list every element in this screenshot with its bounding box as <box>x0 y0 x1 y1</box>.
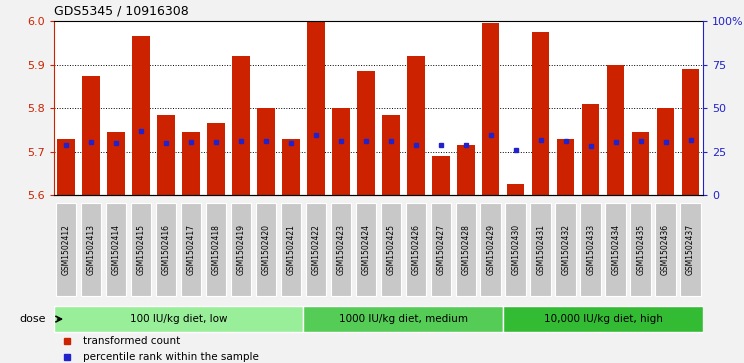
Text: GSM1502426: GSM1502426 <box>411 224 420 275</box>
Bar <box>507 184 525 195</box>
FancyBboxPatch shape <box>256 203 276 296</box>
FancyBboxPatch shape <box>280 203 301 296</box>
Bar <box>57 139 75 195</box>
FancyBboxPatch shape <box>181 203 201 296</box>
Text: GSM1502432: GSM1502432 <box>561 224 570 275</box>
FancyBboxPatch shape <box>655 203 676 296</box>
Bar <box>307 21 324 195</box>
Text: GSM1502416: GSM1502416 <box>161 224 170 275</box>
Text: 1000 IU/kg diet, medium: 1000 IU/kg diet, medium <box>339 314 468 324</box>
Bar <box>257 108 275 195</box>
FancyBboxPatch shape <box>330 203 351 296</box>
Text: GSM1502414: GSM1502414 <box>112 224 121 275</box>
Text: percentile rank within the sample: percentile rank within the sample <box>83 352 259 362</box>
Text: GSM1502436: GSM1502436 <box>661 224 670 275</box>
Text: GSM1502437: GSM1502437 <box>686 224 695 275</box>
FancyBboxPatch shape <box>680 203 701 296</box>
FancyBboxPatch shape <box>431 203 451 296</box>
Text: GSM1502430: GSM1502430 <box>511 224 520 275</box>
FancyBboxPatch shape <box>306 203 326 296</box>
Text: GSM1502424: GSM1502424 <box>362 224 371 275</box>
Text: GSM1502434: GSM1502434 <box>611 224 620 275</box>
Bar <box>182 132 199 195</box>
FancyBboxPatch shape <box>503 306 703 333</box>
Text: GSM1502431: GSM1502431 <box>536 224 545 275</box>
Bar <box>457 145 475 195</box>
Text: GSM1502429: GSM1502429 <box>487 224 496 275</box>
Bar <box>282 139 300 195</box>
Text: GSM1502427: GSM1502427 <box>436 224 445 275</box>
Text: dose: dose <box>19 314 46 324</box>
FancyBboxPatch shape <box>205 203 226 296</box>
FancyBboxPatch shape <box>356 203 376 296</box>
FancyBboxPatch shape <box>530 203 551 296</box>
Text: GSM1502418: GSM1502418 <box>211 224 220 275</box>
Bar <box>107 132 125 195</box>
FancyBboxPatch shape <box>56 203 77 296</box>
FancyBboxPatch shape <box>405 203 426 296</box>
Bar <box>582 104 600 195</box>
FancyBboxPatch shape <box>481 203 501 296</box>
Text: GSM1502433: GSM1502433 <box>586 224 595 275</box>
Bar <box>232 56 250 195</box>
Text: GSM1502422: GSM1502422 <box>312 224 321 275</box>
Bar <box>382 115 400 195</box>
Text: GDS5345 / 10916308: GDS5345 / 10916308 <box>54 4 188 17</box>
FancyBboxPatch shape <box>381 203 401 296</box>
Text: GSM1502415: GSM1502415 <box>136 224 146 275</box>
Bar <box>682 69 699 195</box>
FancyBboxPatch shape <box>131 203 151 296</box>
FancyBboxPatch shape <box>580 203 601 296</box>
Bar <box>332 108 350 195</box>
FancyBboxPatch shape <box>54 306 304 333</box>
Bar <box>482 23 499 195</box>
FancyBboxPatch shape <box>455 203 476 296</box>
Text: 100 IU/kg diet, low: 100 IU/kg diet, low <box>129 314 227 324</box>
Text: GSM1502417: GSM1502417 <box>187 224 196 275</box>
Bar <box>157 115 175 195</box>
Bar <box>357 71 374 195</box>
Bar <box>407 56 425 195</box>
FancyBboxPatch shape <box>81 203 101 296</box>
Bar <box>132 36 150 195</box>
FancyBboxPatch shape <box>304 306 503 333</box>
Bar <box>83 76 100 195</box>
FancyBboxPatch shape <box>556 203 576 296</box>
Bar <box>632 132 650 195</box>
Bar <box>557 139 574 195</box>
FancyBboxPatch shape <box>106 203 126 296</box>
Text: GSM1502425: GSM1502425 <box>386 224 395 275</box>
Text: GSM1502421: GSM1502421 <box>286 224 295 275</box>
Text: transformed count: transformed count <box>83 336 180 346</box>
Bar <box>607 65 624 195</box>
Text: GSM1502435: GSM1502435 <box>636 224 645 275</box>
Bar <box>207 123 225 195</box>
FancyBboxPatch shape <box>505 203 526 296</box>
FancyBboxPatch shape <box>155 203 176 296</box>
Text: 10,000 IU/kg diet, high: 10,000 IU/kg diet, high <box>544 314 663 324</box>
Bar <box>532 32 550 195</box>
Bar <box>432 156 449 195</box>
Text: GSM1502428: GSM1502428 <box>461 224 470 275</box>
Text: GSM1502413: GSM1502413 <box>86 224 95 275</box>
Text: GSM1502423: GSM1502423 <box>336 224 345 275</box>
Text: GSM1502420: GSM1502420 <box>261 224 270 275</box>
FancyBboxPatch shape <box>231 203 251 296</box>
FancyBboxPatch shape <box>606 203 626 296</box>
Bar <box>657 108 674 195</box>
FancyBboxPatch shape <box>630 203 651 296</box>
Text: GSM1502419: GSM1502419 <box>237 224 246 275</box>
Text: GSM1502412: GSM1502412 <box>62 224 71 275</box>
